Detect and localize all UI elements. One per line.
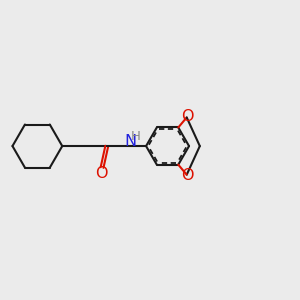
Text: N: N — [124, 134, 136, 148]
Text: O: O — [181, 168, 194, 183]
Text: O: O — [181, 110, 194, 124]
Text: O: O — [96, 166, 108, 181]
Text: H: H — [130, 130, 140, 143]
